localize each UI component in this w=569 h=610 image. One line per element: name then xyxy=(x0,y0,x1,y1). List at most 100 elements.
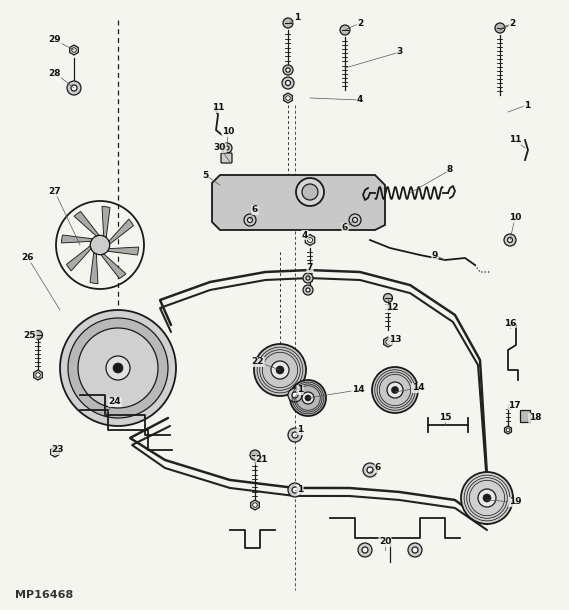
Polygon shape xyxy=(384,337,393,347)
Text: 2: 2 xyxy=(509,18,515,27)
Circle shape xyxy=(244,214,256,226)
Circle shape xyxy=(296,178,324,206)
Circle shape xyxy=(282,77,294,89)
Text: 19: 19 xyxy=(509,498,521,506)
Text: 15: 15 xyxy=(439,414,451,423)
Circle shape xyxy=(286,96,290,100)
Circle shape xyxy=(372,367,418,413)
Circle shape xyxy=(36,373,40,377)
Polygon shape xyxy=(51,447,59,457)
Text: 28: 28 xyxy=(49,68,61,77)
Circle shape xyxy=(412,547,418,553)
Text: MP16468: MP16468 xyxy=(15,590,73,600)
Circle shape xyxy=(305,395,311,401)
Circle shape xyxy=(506,428,510,432)
Circle shape xyxy=(283,65,293,75)
Polygon shape xyxy=(505,426,512,434)
Circle shape xyxy=(71,85,77,91)
Circle shape xyxy=(90,235,110,255)
FancyBboxPatch shape xyxy=(520,410,530,422)
Text: 7: 7 xyxy=(307,264,313,273)
Text: 20: 20 xyxy=(379,537,391,547)
Circle shape xyxy=(483,494,491,502)
Circle shape xyxy=(283,18,293,28)
Text: 14: 14 xyxy=(352,386,364,395)
Circle shape xyxy=(387,382,403,398)
Text: 9: 9 xyxy=(432,251,438,259)
Circle shape xyxy=(358,543,372,557)
Polygon shape xyxy=(101,254,126,279)
Polygon shape xyxy=(109,219,134,244)
Polygon shape xyxy=(102,206,110,237)
Text: 6: 6 xyxy=(375,464,381,473)
Text: 4: 4 xyxy=(357,96,363,104)
Polygon shape xyxy=(74,212,99,236)
Text: 10: 10 xyxy=(509,214,521,223)
Polygon shape xyxy=(61,235,93,243)
Polygon shape xyxy=(34,370,42,380)
Circle shape xyxy=(353,218,357,223)
Text: 10: 10 xyxy=(222,127,234,137)
Circle shape xyxy=(288,428,302,442)
Text: 1: 1 xyxy=(294,13,300,23)
Circle shape xyxy=(248,218,253,223)
Text: 29: 29 xyxy=(49,35,61,45)
Circle shape xyxy=(349,214,361,226)
Text: 1: 1 xyxy=(524,101,530,110)
Circle shape xyxy=(288,483,302,497)
Text: 26: 26 xyxy=(22,254,34,262)
Circle shape xyxy=(508,237,513,243)
Text: 13: 13 xyxy=(389,336,401,345)
Circle shape xyxy=(306,276,310,280)
Text: 8: 8 xyxy=(447,165,453,174)
Circle shape xyxy=(461,472,513,524)
Circle shape xyxy=(408,543,422,557)
Polygon shape xyxy=(69,45,79,55)
Circle shape xyxy=(78,328,158,408)
Circle shape xyxy=(292,392,298,398)
Polygon shape xyxy=(251,500,259,510)
Circle shape xyxy=(288,388,302,402)
Circle shape xyxy=(386,340,390,344)
Text: 1: 1 xyxy=(297,386,303,395)
Text: 11: 11 xyxy=(509,135,521,145)
Text: 24: 24 xyxy=(109,398,121,406)
Circle shape xyxy=(67,81,81,95)
Text: 14: 14 xyxy=(412,384,424,392)
Text: 30: 30 xyxy=(214,143,226,152)
Polygon shape xyxy=(212,175,385,230)
Text: 18: 18 xyxy=(529,414,541,423)
Circle shape xyxy=(34,331,43,340)
Text: 12: 12 xyxy=(386,304,398,312)
Text: 27: 27 xyxy=(49,187,61,196)
Circle shape xyxy=(290,380,326,416)
Polygon shape xyxy=(305,234,315,245)
Text: 3: 3 xyxy=(397,48,403,57)
Circle shape xyxy=(384,293,393,303)
Circle shape xyxy=(276,366,284,374)
Text: 4: 4 xyxy=(302,231,308,240)
Circle shape xyxy=(286,81,291,85)
Circle shape xyxy=(72,48,76,52)
Circle shape xyxy=(478,489,496,507)
Circle shape xyxy=(113,363,123,373)
Polygon shape xyxy=(67,246,91,271)
Polygon shape xyxy=(90,253,98,284)
Circle shape xyxy=(303,273,313,283)
Circle shape xyxy=(250,450,260,460)
Text: 5: 5 xyxy=(202,171,208,179)
Circle shape xyxy=(292,487,298,493)
Circle shape xyxy=(302,184,318,200)
Circle shape xyxy=(367,467,373,473)
Circle shape xyxy=(504,234,516,246)
Text: 23: 23 xyxy=(52,445,64,454)
Text: 6: 6 xyxy=(252,206,258,215)
Circle shape xyxy=(362,547,368,553)
Circle shape xyxy=(271,361,289,379)
Circle shape xyxy=(391,387,398,393)
Circle shape xyxy=(340,25,350,35)
FancyBboxPatch shape xyxy=(221,153,232,163)
Circle shape xyxy=(306,288,310,292)
Circle shape xyxy=(303,285,313,295)
Text: 25: 25 xyxy=(24,331,36,340)
